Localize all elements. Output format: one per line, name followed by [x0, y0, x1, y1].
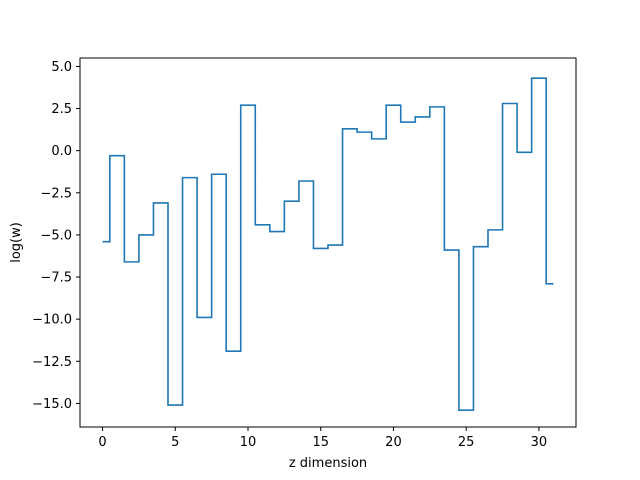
y-tick-label: −15.0 — [32, 397, 72, 412]
x-tick-label: 10 — [240, 435, 257, 450]
y-tick-label: 5.0 — [51, 60, 72, 75]
y-tick-label: −5.0 — [40, 228, 72, 243]
y-tick-label: −7.5 — [40, 271, 72, 286]
x-tick-label: 20 — [385, 435, 402, 450]
x-tick-label: 25 — [458, 435, 475, 450]
series-step-line — [102, 77, 554, 411]
y-tick-label: −2.5 — [40, 186, 72, 201]
y-tick-label: 2.5 — [51, 102, 72, 117]
y-tick-label: −10.0 — [32, 313, 72, 328]
y-axis-label: log(w) — [9, 222, 24, 263]
plot-frame — [79, 57, 577, 428]
x-axis: 0 5 10 15 20 25 30 — [98, 427, 547, 450]
y-tick-label: −12.5 — [32, 355, 72, 370]
x-tick-label: 30 — [531, 435, 548, 450]
y-tick-label: 0.0 — [51, 144, 72, 159]
x-tick-label: 15 — [312, 435, 329, 450]
y-axis: −15.0 −12.5 −10.0 −7.5 −5.0 −2.5 0.0 2.5 5.0 — [32, 60, 80, 412]
x-axis-label: z dimension — [289, 456, 367, 471]
plot-area — [102, 77, 554, 411]
x-tick-label: 0 — [98, 435, 106, 450]
x-tick-label: 5 — [171, 435, 179, 450]
